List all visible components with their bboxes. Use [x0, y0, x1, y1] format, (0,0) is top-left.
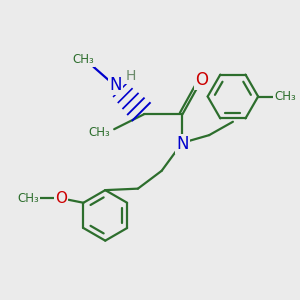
Text: CH₃: CH₃: [18, 192, 39, 205]
Text: H: H: [125, 69, 136, 83]
Text: CH₃: CH₃: [88, 126, 110, 139]
Text: O: O: [55, 191, 67, 206]
Text: N: N: [110, 76, 122, 94]
Text: CH₃: CH₃: [274, 90, 296, 103]
Text: O: O: [195, 71, 208, 89]
Text: N: N: [176, 135, 189, 153]
Text: CH₃: CH₃: [72, 53, 94, 66]
